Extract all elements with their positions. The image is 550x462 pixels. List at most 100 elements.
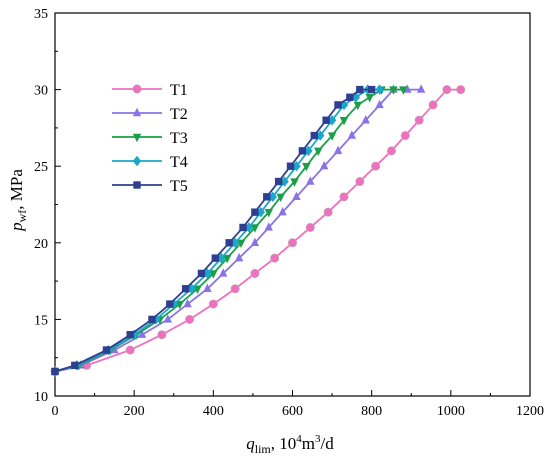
series-t4 <box>50 84 384 377</box>
legend-label: T3 <box>170 130 188 147</box>
x-axis-title-sub: lim <box>255 442 272 456</box>
data-point <box>264 208 273 218</box>
series-t2 <box>50 84 426 375</box>
data-point <box>292 161 301 172</box>
data-point <box>327 132 337 141</box>
data-point <box>263 193 271 201</box>
data-point <box>347 130 357 139</box>
x-axis-title-unit-prefix: , 10 <box>271 434 297 453</box>
data-point <box>157 330 167 340</box>
x-axis-title-unit-suffix: /d <box>321 434 335 453</box>
data-point <box>163 314 173 323</box>
data-point <box>132 84 142 94</box>
data-point <box>203 283 212 292</box>
series-t3 <box>50 86 408 377</box>
data-point <box>239 223 247 232</box>
series-line <box>54 88 372 373</box>
y-tick-label: 10 <box>34 390 48 405</box>
data-point <box>126 331 134 339</box>
data-point <box>236 239 246 248</box>
data-point <box>298 147 307 155</box>
data-point <box>314 147 323 157</box>
data-point <box>256 206 266 218</box>
data-point <box>250 224 260 233</box>
data-point <box>375 84 384 95</box>
data-point <box>251 208 259 216</box>
series-line <box>54 88 461 373</box>
data-point <box>442 85 452 95</box>
data-point <box>268 191 277 203</box>
data-point <box>137 329 147 338</box>
data-point <box>166 300 174 308</box>
y-tick-label: 35 <box>34 7 48 22</box>
data-point <box>222 254 232 264</box>
data-point <box>355 177 365 187</box>
data-point <box>339 192 349 202</box>
data-point <box>428 100 438 110</box>
data-point <box>274 177 283 186</box>
x-tick-label: 800 <box>361 404 382 419</box>
data-point <box>327 115 337 126</box>
series-line <box>54 88 380 373</box>
data-point <box>209 270 218 279</box>
series-t5 <box>51 85 376 376</box>
y-axis-title: pwf, MPa <box>7 169 29 232</box>
data-point <box>197 269 206 278</box>
data-point <box>456 85 466 95</box>
data-point <box>322 116 330 124</box>
data-point <box>386 146 396 156</box>
data-point <box>356 85 364 94</box>
x-tick-label: 1200 <box>516 404 544 419</box>
series-line <box>54 88 404 373</box>
data-point <box>304 145 313 157</box>
data-point <box>181 285 190 293</box>
data-point <box>217 252 226 264</box>
data-point <box>230 284 240 294</box>
y-axis-title-sub: wf <box>15 210 29 223</box>
legend-label: T4 <box>170 154 188 171</box>
data-point <box>244 222 254 233</box>
data-point <box>292 191 301 201</box>
data-point <box>276 193 285 203</box>
data-point <box>132 107 142 117</box>
data-point <box>175 300 184 310</box>
legend-item-t4: T4 <box>112 154 188 171</box>
data-point <box>305 222 315 232</box>
data-point <box>389 86 398 95</box>
data-point <box>319 161 329 170</box>
legend-label: T2 <box>170 106 188 123</box>
data-point <box>230 237 240 248</box>
x-axis-title-main: q <box>246 434 255 453</box>
x-axis-title-unit-sup2: 3 <box>315 433 321 445</box>
data-point <box>416 84 426 93</box>
series-layer <box>50 84 466 377</box>
data-point <box>278 206 287 216</box>
data-point <box>400 131 410 141</box>
data-point <box>361 115 370 124</box>
data-point <box>365 94 374 103</box>
x-tick-label: 400 <box>203 404 224 419</box>
data-point <box>71 361 79 370</box>
y-tick-label: 30 <box>34 84 48 99</box>
data-point <box>132 155 142 167</box>
data-point <box>203 268 212 279</box>
data-point <box>339 117 349 126</box>
plot-area: 0 200 400 600 800 1000 1200 10 15 20 25 30 35 <box>34 7 544 419</box>
legend-label: T5 <box>170 178 188 195</box>
data-point <box>414 115 424 125</box>
data-point <box>280 176 289 187</box>
data-point <box>148 315 156 324</box>
data-point <box>290 178 299 187</box>
data-point <box>353 101 363 111</box>
data-point <box>125 345 135 355</box>
y-tick-label: 20 <box>34 237 48 252</box>
y-axis-title-unit: , MPa <box>7 169 26 210</box>
data-point <box>250 237 260 246</box>
series-line <box>54 88 422 373</box>
legend-item-t2: T2 <box>112 106 188 123</box>
data-point <box>208 299 218 309</box>
data-point <box>367 85 376 94</box>
series-t1 <box>50 85 466 376</box>
data-point <box>51 367 59 376</box>
